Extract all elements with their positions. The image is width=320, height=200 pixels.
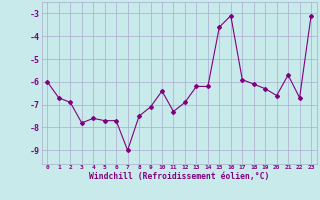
- X-axis label: Windchill (Refroidissement éolien,°C): Windchill (Refroidissement éolien,°C): [89, 172, 269, 181]
